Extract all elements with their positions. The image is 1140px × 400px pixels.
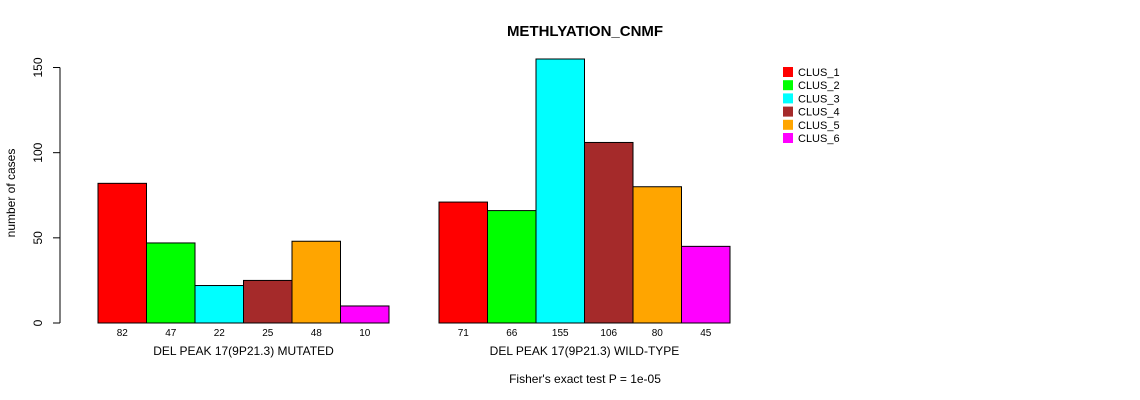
bar-count-label: 45 [700, 328, 712, 339]
bar-group: 71 66 155 106 80 45 DEL PEAK 17(9P21.3) WILD-T… [438, 58, 731, 358]
y-tick-label: 0 [31, 319, 45, 326]
bar-count-label: 48 [311, 328, 323, 339]
legend-item: CLUS_4 [783, 106, 840, 119]
legend-swatch [783, 106, 793, 117]
bar-group: 82 47 22 25 48 10 DEL PEAK 17(9P21.3) MUTATED [97, 182, 390, 358]
bar [535, 58, 585, 324]
legend-item: CLUS_3 [783, 93, 840, 105]
bar-count-label: 106 [600, 328, 617, 339]
bar [291, 240, 341, 324]
legend-item: CLUS_2 [783, 80, 840, 92]
legend-label: CLUS_2 [798, 80, 840, 92]
bar-count-label: 47 [165, 328, 177, 339]
legend-item: CLUS_5 [783, 119, 840, 132]
bar-count-label: 82 [117, 328, 129, 339]
bar-count-label: 25 [262, 328, 274, 339]
bar-count-label: 71 [458, 328, 470, 339]
bar [146, 242, 196, 324]
bar-count-label: 155 [552, 328, 569, 339]
bar [632, 186, 682, 324]
bar [97, 182, 147, 324]
bar-count-label: 80 [652, 328, 664, 339]
y-tick-label: 100 [31, 142, 45, 162]
legend-swatch [783, 133, 793, 143]
legend-swatch [783, 67, 793, 77]
y-tick-label: 150 [31, 57, 45, 77]
group-label: DEL PEAK 17(9P21.3) MUTATED [153, 344, 334, 358]
bar [584, 141, 634, 324]
legend-label: CLUS_4 [798, 107, 840, 119]
legend-item: CLUS_1 [783, 67, 840, 79]
legend-swatch [783, 119, 793, 130]
bars: 82 47 22 25 48 10 DEL PEAK 17(9P21.3) MUTATED 7… [97, 58, 731, 358]
bar [438, 201, 488, 324]
legend-label: CLUS_5 [798, 120, 840, 132]
bar-count-label: 66 [506, 328, 518, 339]
y-axis-label: number of cases [4, 149, 18, 238]
legend-label: CLUS_1 [798, 67, 840, 79]
legend-swatch [783, 80, 793, 91]
bar [194, 285, 244, 324]
legend-label: CLUS_3 [798, 93, 840, 105]
y-axis: 0 50 100 150 [31, 57, 61, 326]
group-label: DEL PEAK 17(9P21.3) WILD-TYPE [490, 344, 680, 358]
legend-label: CLUS_6 [798, 133, 840, 145]
bar [243, 279, 293, 324]
fisher-test-footnote: Fisher's exact test P = 1e-05 [509, 372, 661, 386]
bar-count-label: 22 [214, 328, 226, 339]
bar [681, 245, 731, 324]
bar [487, 210, 537, 324]
legend-swatch [783, 93, 793, 104]
legend-item: CLUS_6 [783, 133, 840, 145]
bar-count-label: 10 [359, 328, 371, 339]
y-tick-label: 50 [31, 231, 45, 245]
chart-title: METHLYATION_CNMF [507, 23, 663, 40]
bar [340, 305, 390, 324]
